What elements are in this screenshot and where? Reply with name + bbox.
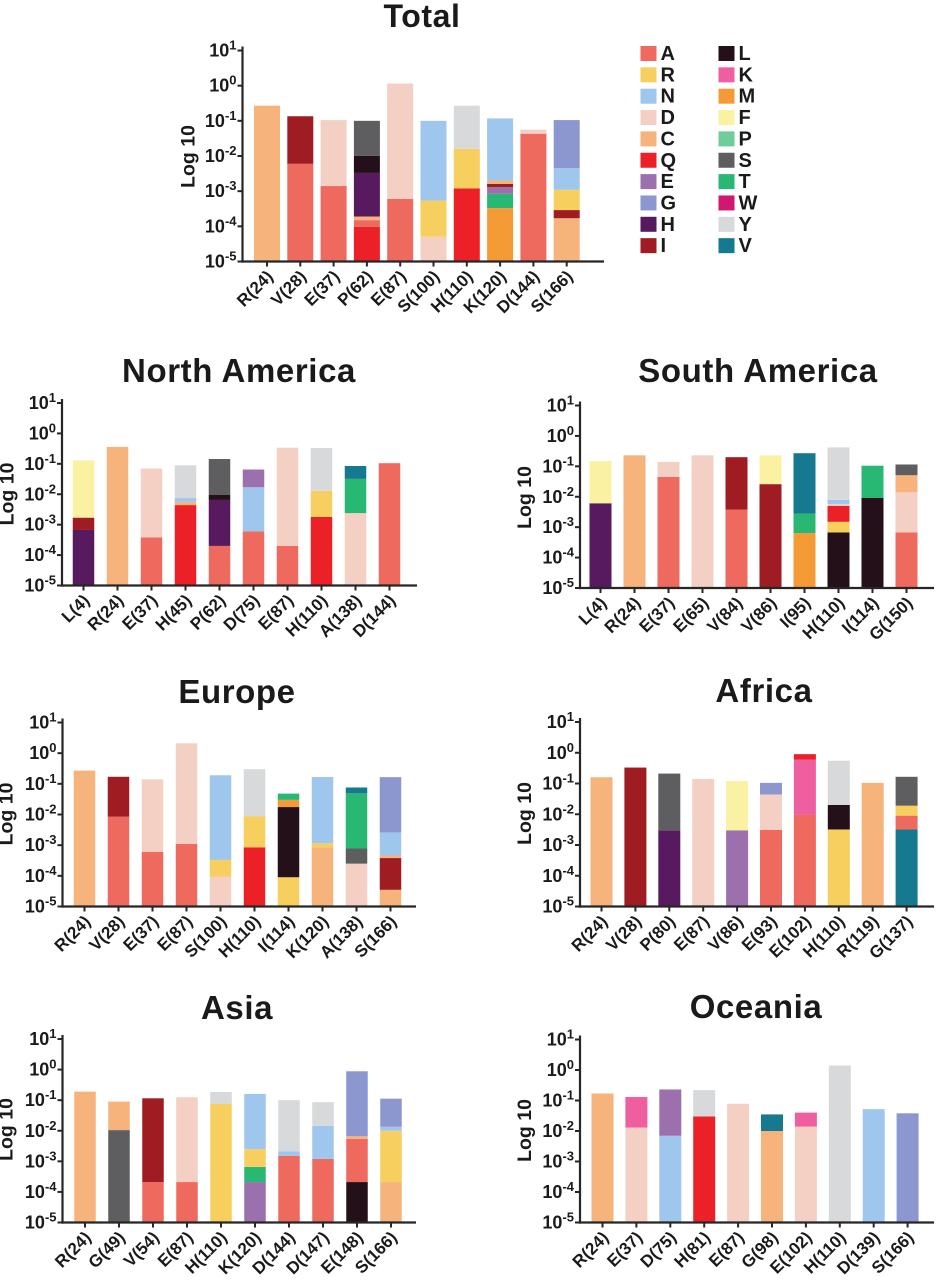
- svg-text:Log 10: Log 10: [514, 782, 536, 845]
- svg-text:Q: Q: [661, 150, 677, 172]
- svg-text:P: P: [739, 128, 752, 150]
- svg-text:V: V: [739, 235, 753, 257]
- svg-text:North America: North America: [122, 352, 356, 389]
- svg-text:Y: Y: [739, 214, 753, 236]
- svg-text:Log 10: Log 10: [178, 125, 200, 188]
- svg-text:Log 10: Log 10: [0, 462, 19, 525]
- svg-text:L: L: [739, 43, 751, 65]
- svg-text:Asia: Asia: [201, 989, 273, 1026]
- svg-text:Europe: Europe: [178, 673, 295, 710]
- svg-text:Africa: Africa: [715, 672, 812, 709]
- svg-text:Log 10: Log 10: [0, 1098, 18, 1161]
- svg-text:Log 10: Log 10: [514, 1099, 536, 1162]
- svg-text:Log 10: Log 10: [0, 782, 18, 845]
- svg-text:I: I: [661, 235, 667, 257]
- svg-text:W: W: [739, 192, 758, 214]
- svg-text:E: E: [661, 171, 674, 193]
- svg-text:Log 10: Log 10: [514, 466, 536, 529]
- svg-text:H: H: [661, 214, 675, 236]
- svg-text:G: G: [661, 192, 677, 214]
- svg-text:S: S: [739, 150, 752, 172]
- svg-text:South America: South America: [638, 352, 878, 389]
- svg-text:Total: Total: [383, 0, 460, 34]
- svg-text:D: D: [661, 107, 675, 129]
- svg-text:N: N: [661, 86, 675, 108]
- svg-text:F: F: [739, 107, 751, 129]
- svg-text:Oceania: Oceania: [690, 988, 823, 1025]
- svg-text:C: C: [661, 128, 675, 150]
- svg-text:A: A: [661, 43, 675, 65]
- svg-text:K: K: [739, 64, 754, 86]
- svg-text:T: T: [739, 171, 751, 193]
- svg-text:M: M: [739, 86, 756, 108]
- svg-text:R: R: [661, 64, 676, 86]
